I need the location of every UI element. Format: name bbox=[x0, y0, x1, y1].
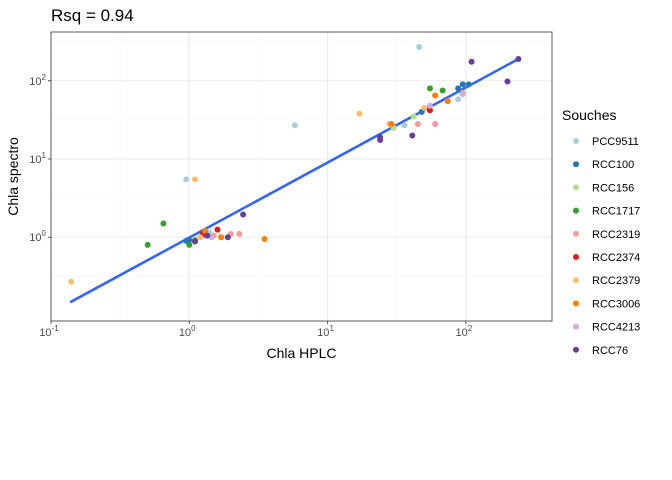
legend-label: RCC1717 bbox=[592, 206, 640, 218]
legend-key-rcc2374 bbox=[573, 254, 579, 260]
legend-label: RCC2374 bbox=[592, 252, 640, 264]
legend-key-rcc4213 bbox=[573, 323, 579, 330]
data-point-rcc2319 bbox=[236, 231, 243, 238]
data-point-rcc76 bbox=[240, 211, 247, 218]
data-point-pcc9511 bbox=[291, 122, 298, 129]
legend: PCC9511 RCC100 RCC156 RCC1717 RCC2319 RCC2374… bbox=[573, 136, 640, 357]
data-point-rcc2319 bbox=[432, 121, 439, 128]
data-point-rcc76 bbox=[377, 136, 384, 143]
x-axis-title: Chla HPLC bbox=[266, 345, 336, 361]
data-point-pcc9511 bbox=[183, 176, 190, 183]
data-point-rcc1717 bbox=[186, 241, 193, 248]
data-point-rcc76 bbox=[468, 58, 475, 65]
data-point-rcc100 bbox=[459, 81, 466, 88]
legend-title: Souches bbox=[562, 107, 616, 123]
legend-key-pcc9511 bbox=[573, 138, 579, 144]
legend-key-rcc156 bbox=[573, 184, 579, 191]
legend-label: RCC156 bbox=[592, 182, 634, 194]
legend-label: PCC9511 bbox=[592, 136, 639, 148]
data-point-rcc3006 bbox=[261, 235, 268, 242]
data-point-rcc100 bbox=[455, 85, 462, 92]
data-point-rcc76 bbox=[191, 237, 198, 244]
x-tick-label: 102 bbox=[455, 324, 472, 339]
data-point-rcc3006 bbox=[218, 234, 225, 241]
legend-label: RCC3006 bbox=[592, 298, 640, 310]
data-point-rcc4213 bbox=[459, 90, 466, 97]
legend-key-rcc76 bbox=[573, 346, 579, 353]
data-point-rcc1717 bbox=[144, 241, 151, 248]
legend-label: RCC100 bbox=[592, 159, 634, 171]
data-point-rcc76 bbox=[224, 234, 231, 241]
data-point-pcc9511 bbox=[401, 122, 408, 129]
data-point-pcc9511 bbox=[416, 44, 423, 51]
legend-label: RCC2379 bbox=[592, 275, 640, 287]
x-tick-label: 10-1 bbox=[39, 324, 59, 339]
regression-line bbox=[69, 57, 520, 304]
data-point-rcc2379 bbox=[68, 278, 75, 285]
data-point-rcc3006 bbox=[432, 92, 439, 99]
y-tick-label: 100 bbox=[29, 229, 46, 244]
fit-line-layer bbox=[69, 57, 520, 304]
data-point-rcc2379 bbox=[197, 234, 204, 241]
data-point-rcc100 bbox=[465, 81, 472, 88]
data-point-rcc76 bbox=[204, 232, 211, 239]
data-point-rcc76 bbox=[409, 132, 416, 139]
data-point-rcc2374 bbox=[426, 107, 433, 114]
data-point-rcc2319 bbox=[414, 121, 421, 128]
legend-key-rcc2319 bbox=[573, 230, 579, 237]
data-point-rcc3006 bbox=[388, 121, 395, 128]
data-point-rcc4213 bbox=[426, 102, 433, 109]
data-points bbox=[68, 44, 522, 285]
data-point-rcc2374 bbox=[214, 226, 221, 233]
data-point-pcc9511 bbox=[455, 96, 462, 103]
legend-key-rcc2379 bbox=[573, 277, 579, 284]
y-axis-title: Chla spectro bbox=[5, 137, 21, 216]
data-point-rcc1717 bbox=[426, 85, 433, 92]
legend-key-rcc3006 bbox=[573, 300, 579, 307]
data-point-rcc156 bbox=[410, 113, 417, 120]
chart-title: Rsq = 0.94 bbox=[51, 6, 134, 25]
data-point-rcc1717 bbox=[439, 87, 446, 94]
legend-key-rcc1717 bbox=[573, 207, 579, 214]
axis-ticks: 10-1 100 101 102 100 101 102 bbox=[29, 73, 472, 339]
legend-key-rcc100 bbox=[573, 161, 579, 168]
data-point-rcc2379 bbox=[191, 176, 198, 183]
legend-label: RCC76 bbox=[592, 345, 628, 357]
y-tick-label: 101 bbox=[29, 151, 46, 166]
data-point-rcc3006 bbox=[202, 228, 209, 235]
grid bbox=[50, 32, 552, 321]
legend-label: RCC4213 bbox=[592, 322, 640, 334]
data-point-rcc3006 bbox=[444, 98, 451, 105]
x-tick-label: 101 bbox=[317, 324, 334, 339]
data-point-rcc76 bbox=[504, 78, 511, 85]
plot-border bbox=[50, 31, 553, 322]
data-point-rcc76 bbox=[515, 55, 522, 62]
data-point-rcc2379 bbox=[421, 104, 428, 111]
data-point-rcc2379 bbox=[356, 110, 363, 117]
legend-label: RCC2319 bbox=[592, 229, 640, 241]
data-point-rcc1717 bbox=[160, 220, 167, 227]
x-tick-label: 100 bbox=[179, 324, 196, 339]
y-tick-label: 102 bbox=[29, 73, 46, 88]
